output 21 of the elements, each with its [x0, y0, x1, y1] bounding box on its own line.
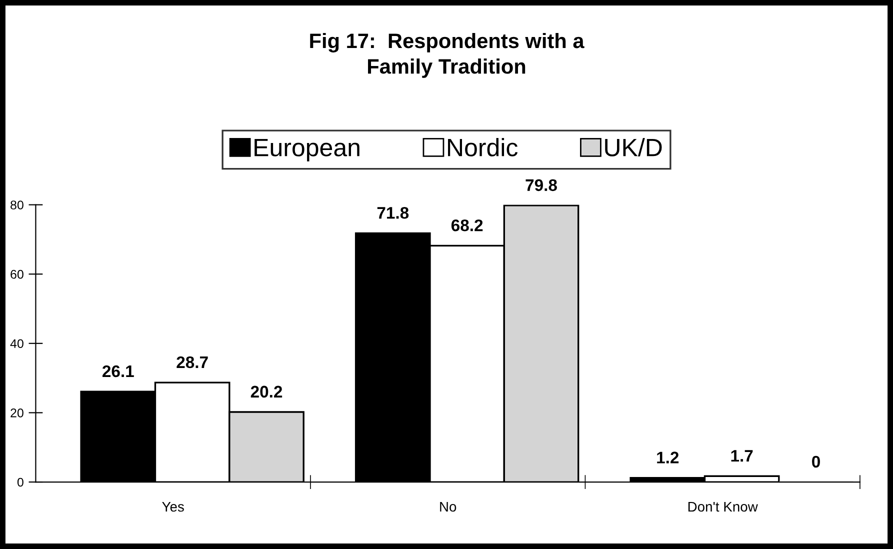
y-tick-label: 0	[17, 478, 24, 487]
data-label: 1.2	[657, 452, 679, 464]
data-label: 20.2	[250, 386, 282, 398]
x-tick-label: Yes	[162, 502, 184, 512]
x-tick-label: Don't Know	[688, 502, 758, 512]
chart-title: Fig 17: Respondents with a Family Tradition	[310, 32, 584, 78]
data-label: 68.2	[451, 219, 483, 232]
legend-label: Nordic	[448, 138, 518, 156]
x-tick-label: No	[440, 502, 456, 512]
legend-label: UK/D	[605, 138, 662, 156]
data-label: 26.1	[102, 365, 134, 378]
data-label: 71.8	[377, 206, 409, 219]
y-tick-label: 60	[10, 270, 24, 279]
data-label: 0	[812, 456, 820, 468]
legend-label: European	[254, 138, 360, 162]
y-tick-label: 20	[10, 408, 24, 418]
data-label: 1.7	[731, 450, 753, 462]
y-tick-label: 80	[10, 200, 24, 210]
y-tick-label: 40	[10, 339, 24, 348]
data-label: 79.8	[526, 179, 557, 192]
data-label: 28.7	[176, 356, 208, 368]
